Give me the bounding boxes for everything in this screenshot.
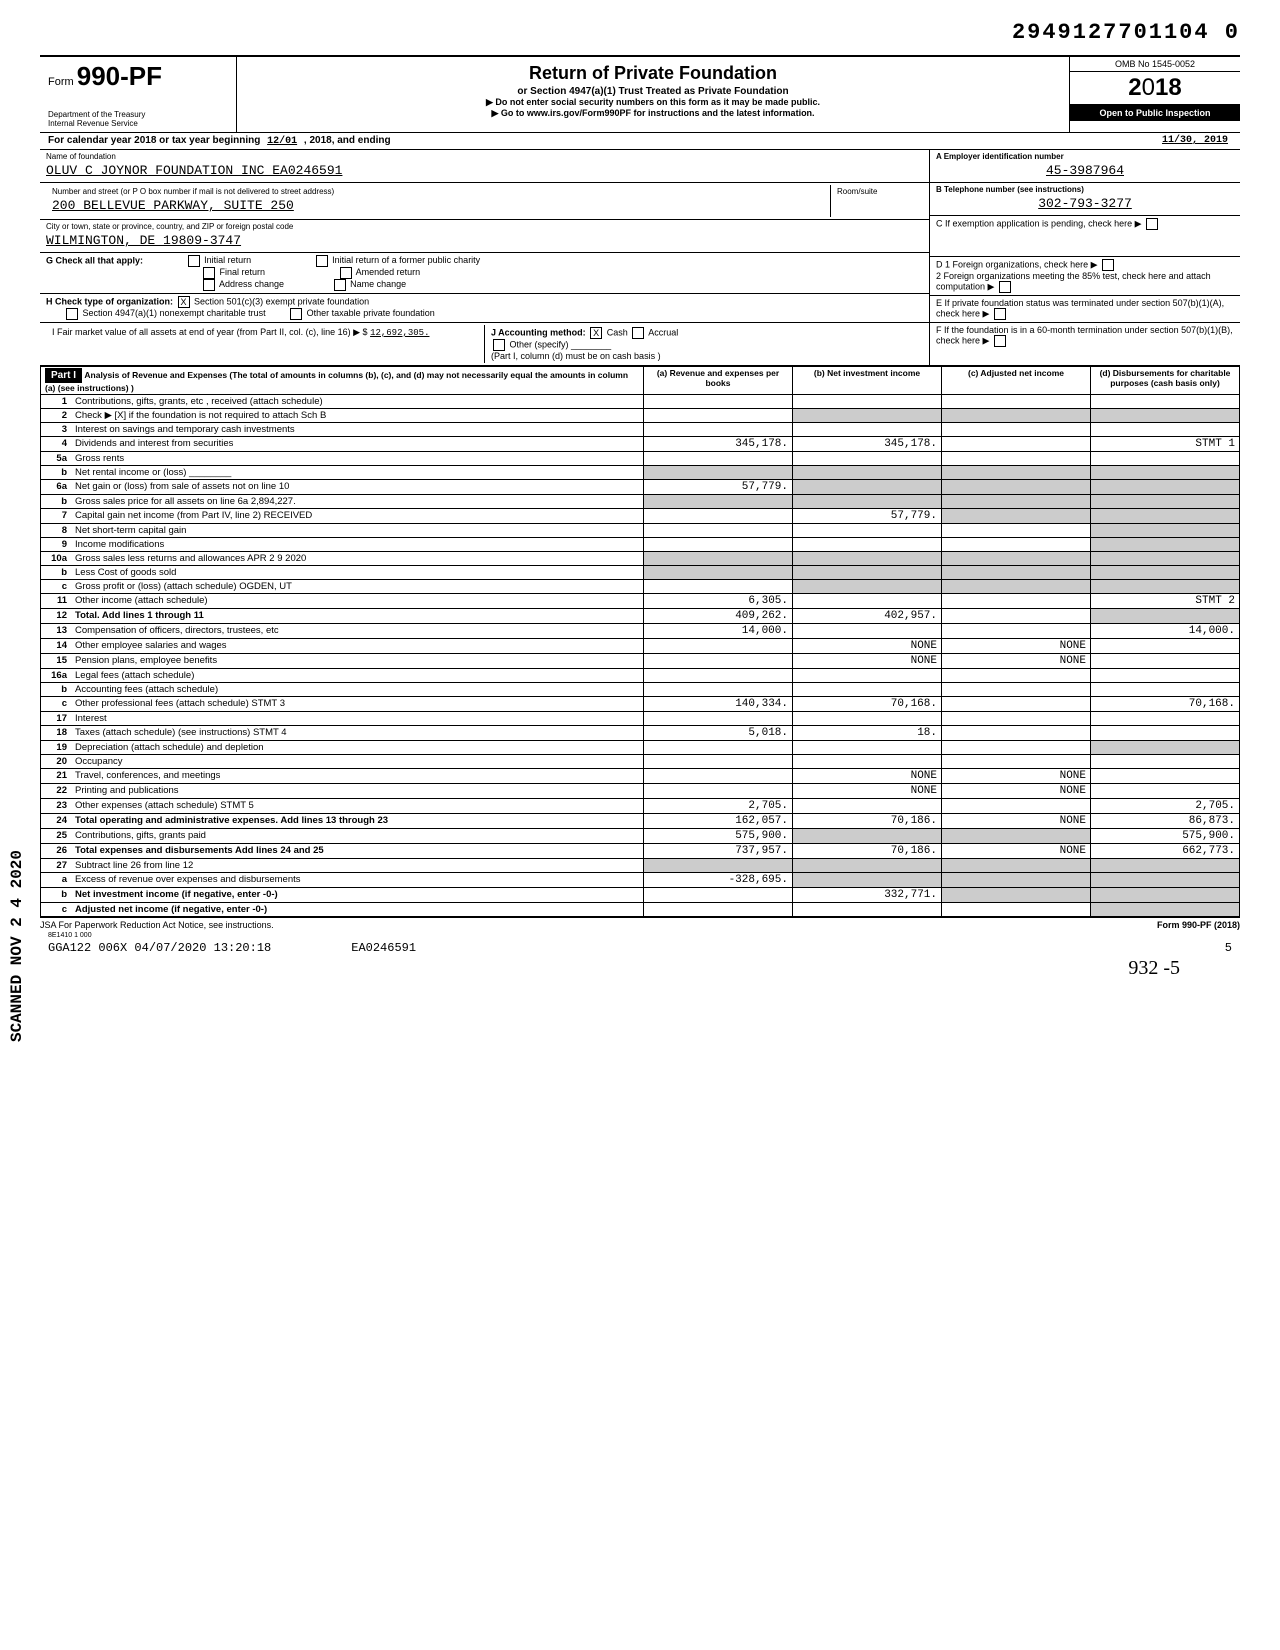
- foundation-city: WILMINGTON, DE 19809-3747: [46, 231, 923, 250]
- table-row: 8Net short-term capital gain: [41, 524, 1240, 538]
- col-c: (c) Adjusted net income: [942, 367, 1091, 395]
- phone: 302-793-3277: [936, 194, 1234, 213]
- table-row: aExcess of revenue over expenses and dis…: [41, 873, 1240, 888]
- table-row: 14Other employee salaries and wagesNONEN…: [41, 639, 1240, 654]
- dept-label: Department of the Treasury Internal Reve…: [48, 110, 228, 128]
- table-row: 1Contributions, gifts, grants, etc , rec…: [41, 395, 1240, 409]
- table-row: bGross sales price for all assets on lin…: [41, 495, 1240, 509]
- table-row: 11Other income (attach schedule)6,305.ST…: [41, 594, 1240, 609]
- table-row: 18Taxes (attach schedule) (see instructi…: [41, 726, 1240, 741]
- table-row: 22Printing and publicationsNONENONE: [41, 784, 1240, 799]
- table-row: 20Occupancy: [41, 755, 1240, 769]
- scanned-stamp: SCANNED NOV 2 4 2020: [8, 850, 26, 1042]
- table-row: 25Contributions, gifts, grants paid575,9…: [41, 829, 1240, 844]
- section-j: J Accounting method: X Cash Accrual Othe…: [485, 325, 923, 363]
- footer-code: 8E1410 1 000: [40, 932, 1240, 939]
- name-label: Name of foundation: [46, 152, 923, 161]
- footer: JSA For Paperwork Reduction Act Notice, …: [40, 917, 1240, 932]
- table-row: 27Subtract line 26 from line 12: [41, 859, 1240, 873]
- omb-number: OMB No 1545-0052: [1070, 57, 1240, 72]
- table-row: 21Travel, conferences, and meetingsNONEN…: [41, 769, 1240, 784]
- document-id: 2949127701104 0: [40, 20, 1240, 45]
- part1-header: Part I: [45, 368, 82, 383]
- col-b: (b) Net investment income: [793, 367, 942, 395]
- table-row: 5aGross rents: [41, 452, 1240, 466]
- table-row: 26Total expenses and disbursements Add l…: [41, 844, 1240, 859]
- form-subtitle: or Section 4947(a)(1) Trust Treated as P…: [245, 86, 1061, 97]
- table-row: 9Income modifications: [41, 538, 1240, 552]
- part1-table: Part I Analysis of Revenue and Expenses …: [40, 366, 1240, 917]
- foundation-address: 200 BELLEVUE PARKWAY, SUITE 250: [52, 196, 824, 215]
- foundation-info: Name of foundation OLUV C JOYNOR FOUNDAT…: [40, 150, 1240, 366]
- table-row: cAdjusted net income (if negative, enter…: [41, 903, 1240, 917]
- table-row: cGross profit or (loss) (attach schedule…: [41, 580, 1240, 594]
- form-title: Return of Private Foundation: [245, 63, 1061, 84]
- table-row: 16aLegal fees (attach schedule): [41, 669, 1240, 683]
- table-row: 13Compensation of officers, directors, t…: [41, 624, 1240, 639]
- form-number: Form 990-PF: [48, 61, 228, 92]
- form-header: Form 990-PF Department of the Treasury I…: [40, 55, 1240, 133]
- section-d2: 2 Foreign organizations meeting the 85% …: [936, 271, 1211, 291]
- table-row: 24Total operating and administrative exp…: [41, 814, 1240, 829]
- handwritten-note: 932 -5: [40, 957, 1240, 980]
- table-row: 4Dividends and interest from securities3…: [41, 437, 1240, 452]
- public-inspection: Open to Public Inspection: [1070, 105, 1240, 121]
- room-label: Room/suite: [837, 187, 917, 196]
- section-e: E If private foundation status was termi…: [936, 298, 1224, 318]
- foundation-name: OLUV C JOYNOR FOUNDATION INC EA0246591: [46, 161, 923, 180]
- ein: 45-3987964: [936, 161, 1234, 180]
- tax-year: 20201818: [1070, 72, 1240, 105]
- calendar-year-row: For calendar year 2018 or tax year begin…: [40, 133, 1240, 150]
- city-label: City or town, state or province, country…: [46, 222, 923, 231]
- section-d1: D 1 Foreign organizations, check here: [936, 259, 1088, 269]
- phone-label: B Telephone number (see instructions): [936, 185, 1234, 194]
- addr-label: Number and street (or P O box number if …: [52, 187, 824, 196]
- table-row: 19Depreciation (attach schedule) and dep…: [41, 741, 1240, 755]
- part1-title: Analysis of Revenue and Expenses (The to…: [45, 370, 628, 393]
- section-f: F If the foundation is in a 60-month ter…: [936, 325, 1233, 345]
- table-row: 10aGross sales less returns and allowanc…: [41, 552, 1240, 566]
- ssn-warning: ▶ Do not enter social security numbers o…: [245, 97, 1061, 108]
- footer-line2: GGA122 006X 04/07/2020 13:20:18 EA024659…: [40, 939, 1240, 957]
- table-row: 23Other expenses (attach schedule) STMT …: [41, 799, 1240, 814]
- section-h: H Check type of organization: X Section …: [40, 294, 929, 323]
- section-c: C If exemption application is pending, c…: [936, 218, 1132, 228]
- table-row: cOther professional fees (attach schedul…: [41, 697, 1240, 712]
- table-row: 3Interest on savings and temporary cash …: [41, 423, 1240, 437]
- section-g: G Check all that apply: Initial return I…: [40, 253, 929, 294]
- table-row: bNet investment income (if negative, ent…: [41, 888, 1240, 903]
- table-row: 12Total. Add lines 1 through 11409,262.4…: [41, 609, 1240, 624]
- table-row: 7Capital gain net income (from Part IV, …: [41, 509, 1240, 524]
- col-a: (a) Revenue and expenses per books: [644, 367, 793, 395]
- table-row: bLess Cost of goods sold: [41, 566, 1240, 580]
- table-row: bAccounting fees (attach schedule): [41, 683, 1240, 697]
- table-row: bNet rental income or (loss) ________: [41, 466, 1240, 480]
- ein-label: A Employer identification number: [936, 152, 1234, 161]
- url-line: ▶ Go to www.irs.gov/Form990PF for instru…: [245, 108, 1061, 119]
- table-row: 17Interest: [41, 712, 1240, 726]
- table-row: 6aNet gain or (loss) from sale of assets…: [41, 480, 1240, 495]
- col-d: (d) Disbursements for charitable purpose…: [1091, 367, 1240, 395]
- table-row: 2Check ▶ [X] if the foundation is not re…: [41, 409, 1240, 423]
- section-i: I Fair market value of all assets at end…: [46, 325, 485, 363]
- table-row: 15Pension plans, employee benefitsNONENO…: [41, 654, 1240, 669]
